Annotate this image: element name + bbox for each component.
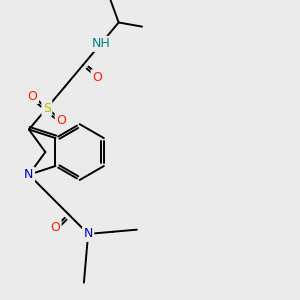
Text: O: O: [92, 71, 102, 84]
Text: O: O: [50, 221, 60, 234]
Text: N: N: [24, 168, 34, 181]
Text: O: O: [28, 90, 38, 103]
Text: O: O: [56, 113, 66, 127]
Text: N: N: [83, 227, 93, 240]
Text: NH: NH: [91, 38, 110, 50]
Text: S: S: [43, 102, 51, 115]
